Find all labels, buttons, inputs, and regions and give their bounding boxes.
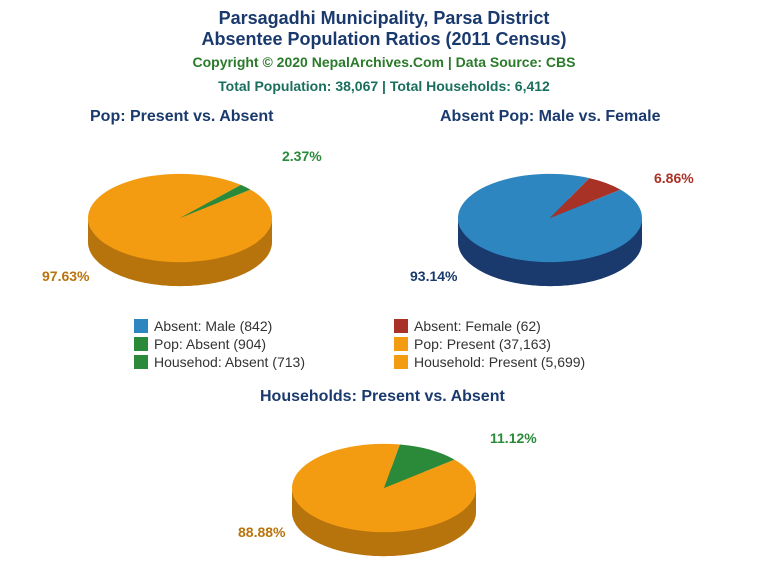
- legend-swatch: [394, 337, 408, 351]
- legend-item: Absent: Male (842): [134, 318, 374, 334]
- legend-swatch: [134, 355, 148, 369]
- pie-slice: [88, 174, 272, 262]
- pct-label: 88.88%: [238, 524, 285, 540]
- page-title-line1: Parsagadhi Municipality, Parsa District: [0, 0, 768, 29]
- legend-item: Household: Present (5,699): [394, 354, 634, 370]
- totals-line: Total Population: 38,067 | Total Househo…: [0, 78, 768, 94]
- pie-slice: [384, 445, 454, 488]
- legend-swatch: [394, 319, 408, 333]
- pct-label: 97.63%: [42, 268, 89, 284]
- legend-label: Pop: Absent (904): [154, 336, 266, 352]
- legend-label: Househod: Absent (713): [154, 354, 305, 370]
- chart-title-households: Households: Present vs. Absent: [260, 388, 505, 406]
- legend-label: Absent: Female (62): [414, 318, 541, 334]
- legend-item: Househod: Absent (713): [134, 354, 374, 370]
- pie-slice: [180, 185, 250, 218]
- legend-swatch: [394, 355, 408, 369]
- pct-label: 93.14%: [410, 268, 457, 284]
- legend: Absent: Male (842) Absent: Female (62) Pop…: [134, 318, 634, 370]
- pie-slice: [550, 178, 620, 218]
- pie-slice: [458, 174, 642, 262]
- pct-label: 6.86%: [654, 170, 694, 186]
- pct-label: 2.37%: [282, 148, 322, 164]
- legend-label: Pop: Present (37,163): [414, 336, 551, 352]
- chart-title-gender: Absent Pop: Male vs. Female: [440, 108, 661, 126]
- chart-title-pop: Pop: Present vs. Absent: [90, 108, 273, 126]
- legend-label: Absent: Male (842): [154, 318, 272, 334]
- legend-item: Pop: Present (37,163): [394, 336, 634, 352]
- pct-label: 11.12%: [490, 430, 537, 446]
- pie-slice: [292, 444, 476, 532]
- legend-swatch: [134, 337, 148, 351]
- page-title-line2: Absentee Population Ratios (2011 Census): [0, 29, 768, 50]
- legend-label: Household: Present (5,699): [414, 354, 585, 370]
- legend-swatch: [134, 319, 148, 333]
- legend-item: Absent: Female (62): [394, 318, 634, 334]
- copyright-line: Copyright © 2020 NepalArchives.Com | Dat…: [0, 54, 768, 70]
- legend-item: Pop: Absent (904): [134, 336, 374, 352]
